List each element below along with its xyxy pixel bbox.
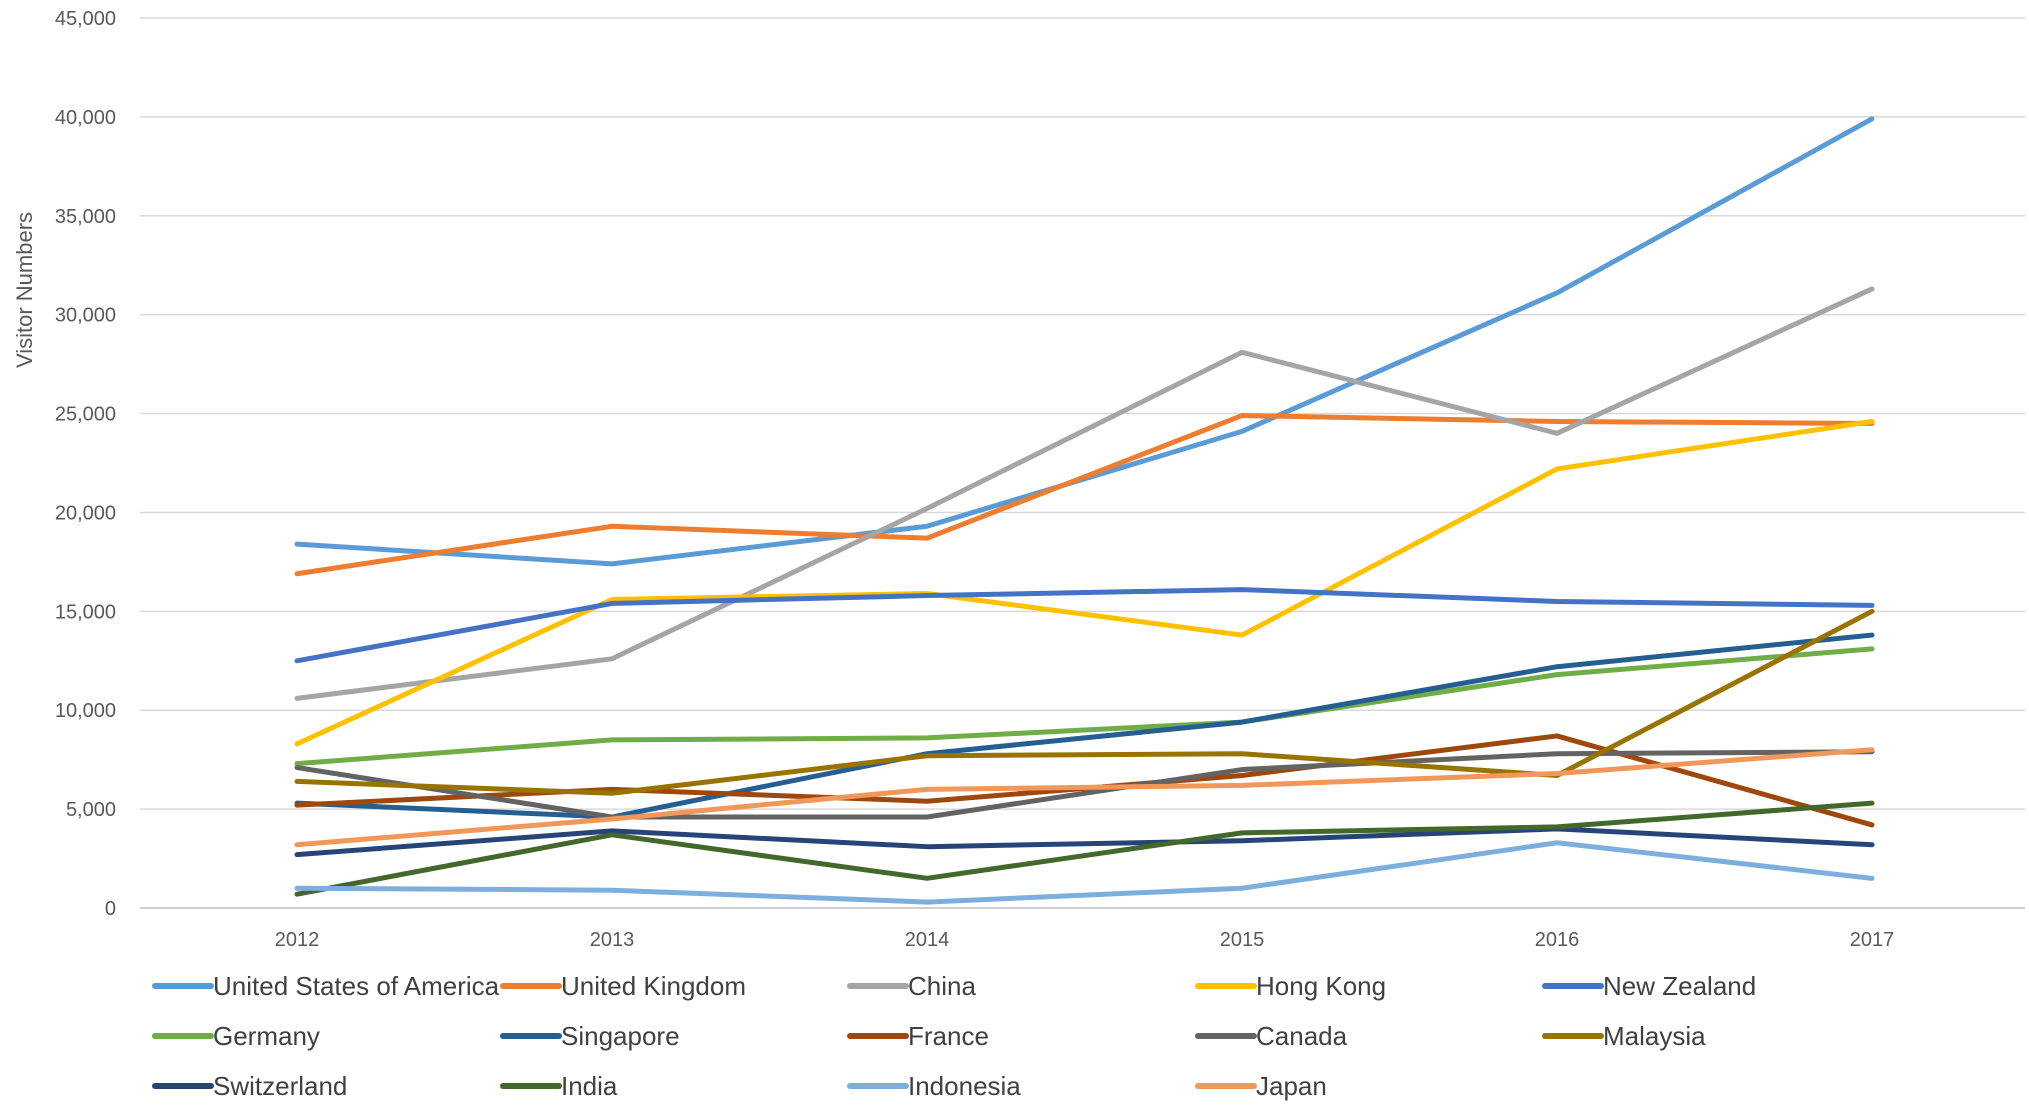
legend-label: China bbox=[908, 971, 976, 1001]
series-line bbox=[294, 418, 1875, 747]
y-tick-label: 25,000 bbox=[55, 404, 116, 426]
series-lines bbox=[294, 116, 1875, 905]
legend-label: Malaysia bbox=[1603, 1021, 1706, 1051]
y-tick-label: 35,000 bbox=[55, 206, 116, 228]
y-axis-tick-labels: 0 5,000 10,000 15,000 20,000 25,000 30,000 35,0… bbox=[55, 8, 116, 920]
y-tick-label: 0 bbox=[105, 898, 116, 920]
y-tick-label: 30,000 bbox=[55, 305, 116, 327]
series-line bbox=[294, 749, 1875, 820]
series-line bbox=[294, 800, 1875, 897]
legend-label: Japan bbox=[1256, 1071, 1327, 1101]
y-tick-label: 5,000 bbox=[66, 799, 116, 821]
legend: United States of America United Kingdom Ch… bbox=[152, 971, 1756, 1101]
y-tick-label: 40,000 bbox=[55, 107, 116, 129]
y-tick-label: 10,000 bbox=[55, 700, 116, 722]
series-line bbox=[294, 116, 1875, 567]
series-line bbox=[294, 587, 1875, 664]
legend-label: Canada bbox=[1256, 1021, 1348, 1051]
legend-label: Indonesia bbox=[908, 1071, 1021, 1101]
y-axis-label: Visitor Numbers bbox=[12, 212, 37, 368]
series-line bbox=[294, 747, 1875, 848]
x-axis-tick-labels: 2012 2013 2014 2015 2016 2017 bbox=[275, 929, 1895, 951]
x-tick-label: 2013 bbox=[590, 929, 635, 951]
legend-label: Hong Kong bbox=[1256, 971, 1386, 1001]
y-tick-label: 15,000 bbox=[55, 601, 116, 623]
legend-label: Switzerland bbox=[213, 1071, 347, 1101]
y-tick-label: 45,000 bbox=[55, 8, 116, 30]
x-tick-label: 2015 bbox=[1220, 929, 1265, 951]
gridlines bbox=[140, 17, 2025, 909]
legend-label: India bbox=[561, 1071, 618, 1101]
series-line bbox=[294, 646, 1875, 767]
series-line bbox=[294, 826, 1875, 858]
legend-label: Germany bbox=[213, 1021, 320, 1051]
series-line bbox=[294, 286, 1875, 701]
series-line bbox=[294, 608, 1875, 796]
series-line bbox=[294, 840, 1875, 905]
x-tick-label: 2016 bbox=[1535, 929, 1580, 951]
legend-label: France bbox=[908, 1021, 989, 1051]
legend-label: New Zealand bbox=[1603, 971, 1756, 1001]
x-tick-label: 2012 bbox=[275, 929, 320, 951]
y-tick-label: 20,000 bbox=[55, 502, 116, 524]
x-tick-label: 2017 bbox=[1850, 929, 1895, 951]
legend-label: Singapore bbox=[561, 1021, 680, 1051]
x-tick-label: 2014 bbox=[905, 929, 950, 951]
legend-label: United States of America bbox=[213, 971, 500, 1001]
series-line bbox=[294, 632, 1875, 820]
legend-label: United Kingdom bbox=[561, 971, 746, 1001]
series-line bbox=[294, 413, 1875, 577]
